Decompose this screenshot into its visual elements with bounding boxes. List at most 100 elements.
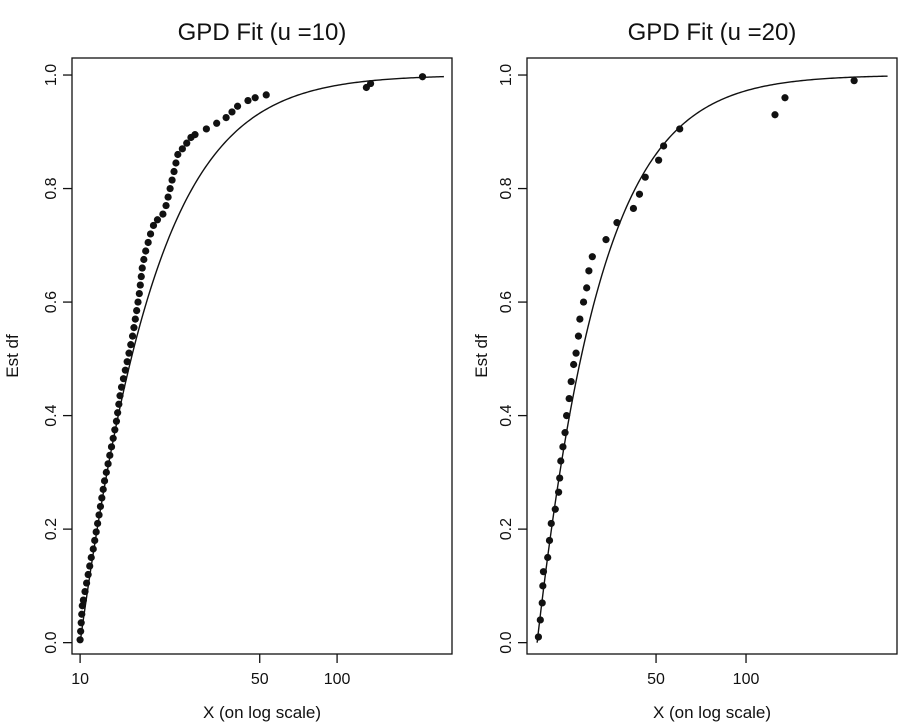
data-point (142, 247, 150, 255)
data-point (127, 341, 135, 349)
data-point (78, 602, 86, 610)
data-point (170, 167, 178, 176)
data-point (95, 511, 103, 519)
y-tick-label: 0.8 (498, 177, 515, 199)
y-tick-label: 0.6 (43, 291, 60, 313)
data-point (109, 434, 117, 442)
data-point (87, 553, 95, 562)
y-tick-label: 0.0 (498, 631, 515, 653)
data-point (660, 142, 668, 150)
data-point (565, 394, 573, 403)
data-point (418, 73, 427, 81)
data-point (78, 610, 86, 618)
data-point (162, 201, 170, 210)
data-point (576, 315, 584, 323)
data-point (114, 409, 122, 417)
data-point (366, 79, 375, 88)
data-point (251, 94, 259, 102)
data-point (539, 568, 548, 576)
data-point (99, 485, 107, 493)
data-point (153, 216, 162, 224)
data-point (89, 545, 97, 553)
data-point (107, 443, 116, 451)
data-point (116, 392, 124, 400)
x-tick-label: 100 (733, 671, 760, 688)
data-point (166, 184, 174, 193)
data-point (850, 77, 858, 85)
data-point (104, 460, 112, 468)
data-point (96, 502, 105, 511)
data-point (574, 332, 583, 340)
data-point (222, 114, 230, 122)
data-point (123, 358, 131, 366)
data-point (140, 255, 148, 264)
data-point (559, 443, 567, 451)
data-point (79, 596, 87, 604)
data-point (92, 528, 100, 536)
data-point (149, 221, 158, 230)
data-point (159, 210, 167, 218)
data-point (146, 230, 155, 238)
data-point (563, 412, 571, 420)
y-tick-label: 0.4 (498, 404, 515, 426)
data-point (137, 272, 145, 281)
plot-frame (71, 57, 453, 655)
data-point (134, 298, 142, 306)
data-point (77, 619, 85, 627)
data-point (106, 451, 114, 459)
data-point (585, 267, 593, 275)
data-point (164, 193, 172, 201)
data-point (588, 253, 596, 261)
y-tick-label: 0.0 (43, 631, 60, 653)
data-point (131, 315, 139, 323)
data-point (629, 204, 638, 213)
chart-title: GPD Fit (u =10) (178, 19, 347, 46)
data-point (119, 375, 128, 383)
data-point (128, 332, 137, 340)
data-point (100, 477, 109, 485)
y-axis-label: Est df (3, 334, 22, 378)
data-point (561, 429, 569, 437)
fitted-gpd-curve (79, 75, 444, 643)
x-axis-label: X (on log scale) (203, 703, 321, 722)
fitted-gpd-curve (536, 75, 888, 643)
y-tick-label: 1.0 (498, 64, 515, 86)
y-tick-label: 0.2 (43, 518, 60, 540)
chart-title: GPD Fit (u =20) (628, 19, 797, 46)
data-point (76, 636, 84, 644)
data-point (579, 298, 588, 306)
data-point (112, 417, 121, 425)
data-point (602, 236, 610, 244)
data-point (202, 125, 210, 133)
data-point (174, 150, 182, 159)
data-point (557, 457, 565, 465)
data-point (547, 519, 555, 528)
data-point (536, 616, 544, 624)
data-point (545, 536, 554, 545)
data-point (138, 264, 146, 272)
data-point (534, 633, 543, 641)
data-point (771, 111, 779, 119)
data-point (77, 627, 85, 635)
data-point (81, 587, 89, 596)
data-point (567, 377, 575, 386)
x-axis-label: X (on log scale) (653, 703, 771, 722)
data-point (183, 139, 191, 147)
panel-2: GPD Fit (u =20) X (on log scale) Est df 50 1… (472, 19, 898, 722)
data-point (244, 96, 252, 105)
data-point (635, 190, 644, 198)
data-point (130, 324, 138, 332)
x-tick-label: 100 (324, 671, 351, 688)
data-point (133, 306, 141, 315)
data-point (233, 102, 242, 110)
data-point (83, 579, 91, 587)
data-point (228, 108, 236, 116)
data-point (135, 289, 143, 298)
data-point (781, 94, 789, 102)
data-point (121, 366, 129, 374)
y-tick-label: 0.8 (43, 177, 60, 199)
data-point (125, 349, 133, 357)
data-point (676, 125, 684, 133)
y-axis-label: Est df (472, 334, 491, 378)
